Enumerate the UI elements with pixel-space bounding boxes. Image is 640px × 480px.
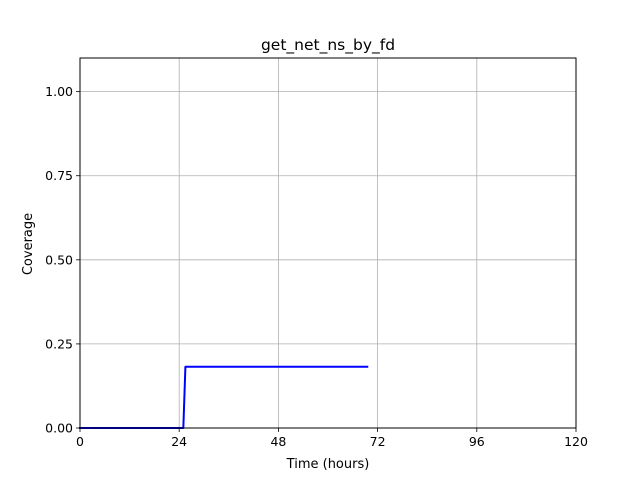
x-tick-label: 72 bbox=[370, 434, 386, 449]
series-layer bbox=[79, 365, 369, 429]
y-tick-label: 0.50 bbox=[45, 252, 73, 267]
grid bbox=[79, 58, 577, 429]
plot-frame bbox=[79, 57, 577, 429]
coverage-series-line bbox=[79, 365, 369, 429]
y-axis-label: Coverage bbox=[21, 213, 36, 275]
y-tick-label: 0.00 bbox=[45, 421, 73, 436]
chart-title: get_net_ns_by_fd bbox=[261, 36, 395, 55]
x-tick-label: 48 bbox=[270, 434, 286, 449]
x-tick-label: 0 bbox=[76, 434, 84, 449]
y-tick-label: 0.75 bbox=[45, 168, 73, 183]
y-axis-ticks: 0.00 0.25 0.50 0.75 1.00 bbox=[45, 84, 80, 436]
x-axis-label: Time (hours) bbox=[286, 457, 370, 472]
x-tick-label: 96 bbox=[469, 434, 485, 449]
y-tick-label: 1.00 bbox=[45, 84, 73, 99]
x-axis-ticks: 0 24 48 72 96 120 bbox=[76, 428, 588, 449]
x-tick-label: 24 bbox=[171, 434, 187, 449]
x-tick-label: 120 bbox=[564, 434, 588, 449]
y-tick-label: 0.25 bbox=[45, 336, 73, 351]
